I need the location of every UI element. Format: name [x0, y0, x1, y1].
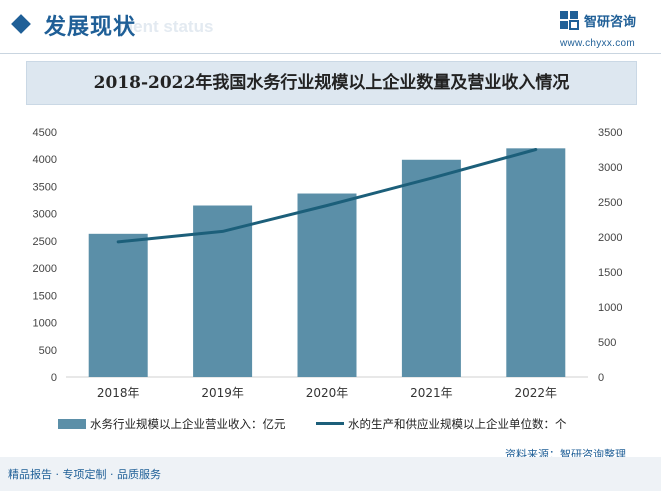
y-left-tick-label: 500 [39, 345, 57, 357]
y-left-tick-label: 4500 [33, 127, 57, 139]
y-left-tick-label: 3500 [33, 181, 57, 193]
y-left-tick-label: 1000 [33, 318, 57, 330]
y-left-tick-label: 1500 [33, 290, 57, 302]
brand-name: 智研咨询 [584, 15, 637, 30]
section-subtitle: ment status [118, 17, 214, 36]
legend-item-enterprises: 水的生产和供应业规模以上企业单位数：个 [316, 415, 567, 433]
y-left-tick-label: 3000 [33, 209, 57, 221]
legend-label-enterprises: 水的生产和供应业规模以上企业单位数：个 [348, 417, 567, 431]
y-left-tick-label: 0 [51, 372, 57, 384]
legend: 水务行业规模以上企业营业收入：亿元 水的生产和供应业规模以上企业单位数：个 [48, 415, 628, 433]
bar [297, 193, 357, 377]
y-right-tick-label: 3000 [598, 162, 622, 174]
chart-title: 2018-2022年我国水务行业规模以上企业数量及营业收入情况 [93, 73, 570, 93]
y-left-tick-label: 4000 [33, 154, 57, 166]
bar [506, 148, 566, 377]
y-right-tick-label: 1000 [598, 302, 622, 314]
bar [401, 159, 461, 377]
y-right-tick-label: 500 [598, 337, 616, 349]
series-line [116, 148, 538, 244]
y-right-tick-label: 1500 [598, 267, 622, 279]
footer-bar: 精品报告 · 专项定制 · 品质服务 [0, 457, 661, 491]
y-left-tick-label: 2000 [33, 263, 57, 275]
header-divider [0, 53, 661, 54]
legend-label-revenue: 水务行业规模以上企业营业收入：亿元 [90, 417, 286, 431]
y-left-tick-label: 2500 [33, 236, 57, 248]
chart: 0 500 1000 1500 2000 2500 3000 3500 4000 4500 0 500… [33, 127, 623, 400]
legend-swatch-bar [58, 419, 86, 429]
y-right-tick-label: 3500 [598, 127, 622, 139]
diamond-icon [11, 14, 31, 34]
x-tick-label: 2018年 [97, 386, 140, 400]
chart-title-panel: 2018-2022年我国水务行业规模以上企业数量及营业收入情况 [26, 61, 637, 105]
x-tick-label: 2022年 [515, 386, 558, 400]
x-tick-label: 2020年 [306, 386, 349, 400]
x-tick-label: 2019年 [201, 386, 244, 400]
header: ment status 发展现状 智研咨询 www.chyxx.com [0, 0, 661, 56]
legend-item-revenue: 水务行业规模以上企业营业收入：亿元 [58, 415, 286, 433]
brand-logo: 智研咨询 www.chyxx.com [559, 10, 655, 52]
brand-url: www.chyxx.com [560, 38, 636, 49]
y-right-tick-label: 2000 [598, 232, 622, 244]
bar [88, 233, 148, 377]
y-right-tick-label: 2500 [598, 197, 622, 209]
x-tick-label: 2021年 [410, 386, 453, 400]
footer-tagline: 精品报告 · 专项定制 · 品质服务 [8, 468, 161, 481]
brand-logo-icon [560, 11, 579, 30]
legend-swatch-line [316, 422, 344, 425]
y-right-tick-label: 0 [598, 372, 604, 384]
section-title: 发展现状 [44, 15, 137, 40]
